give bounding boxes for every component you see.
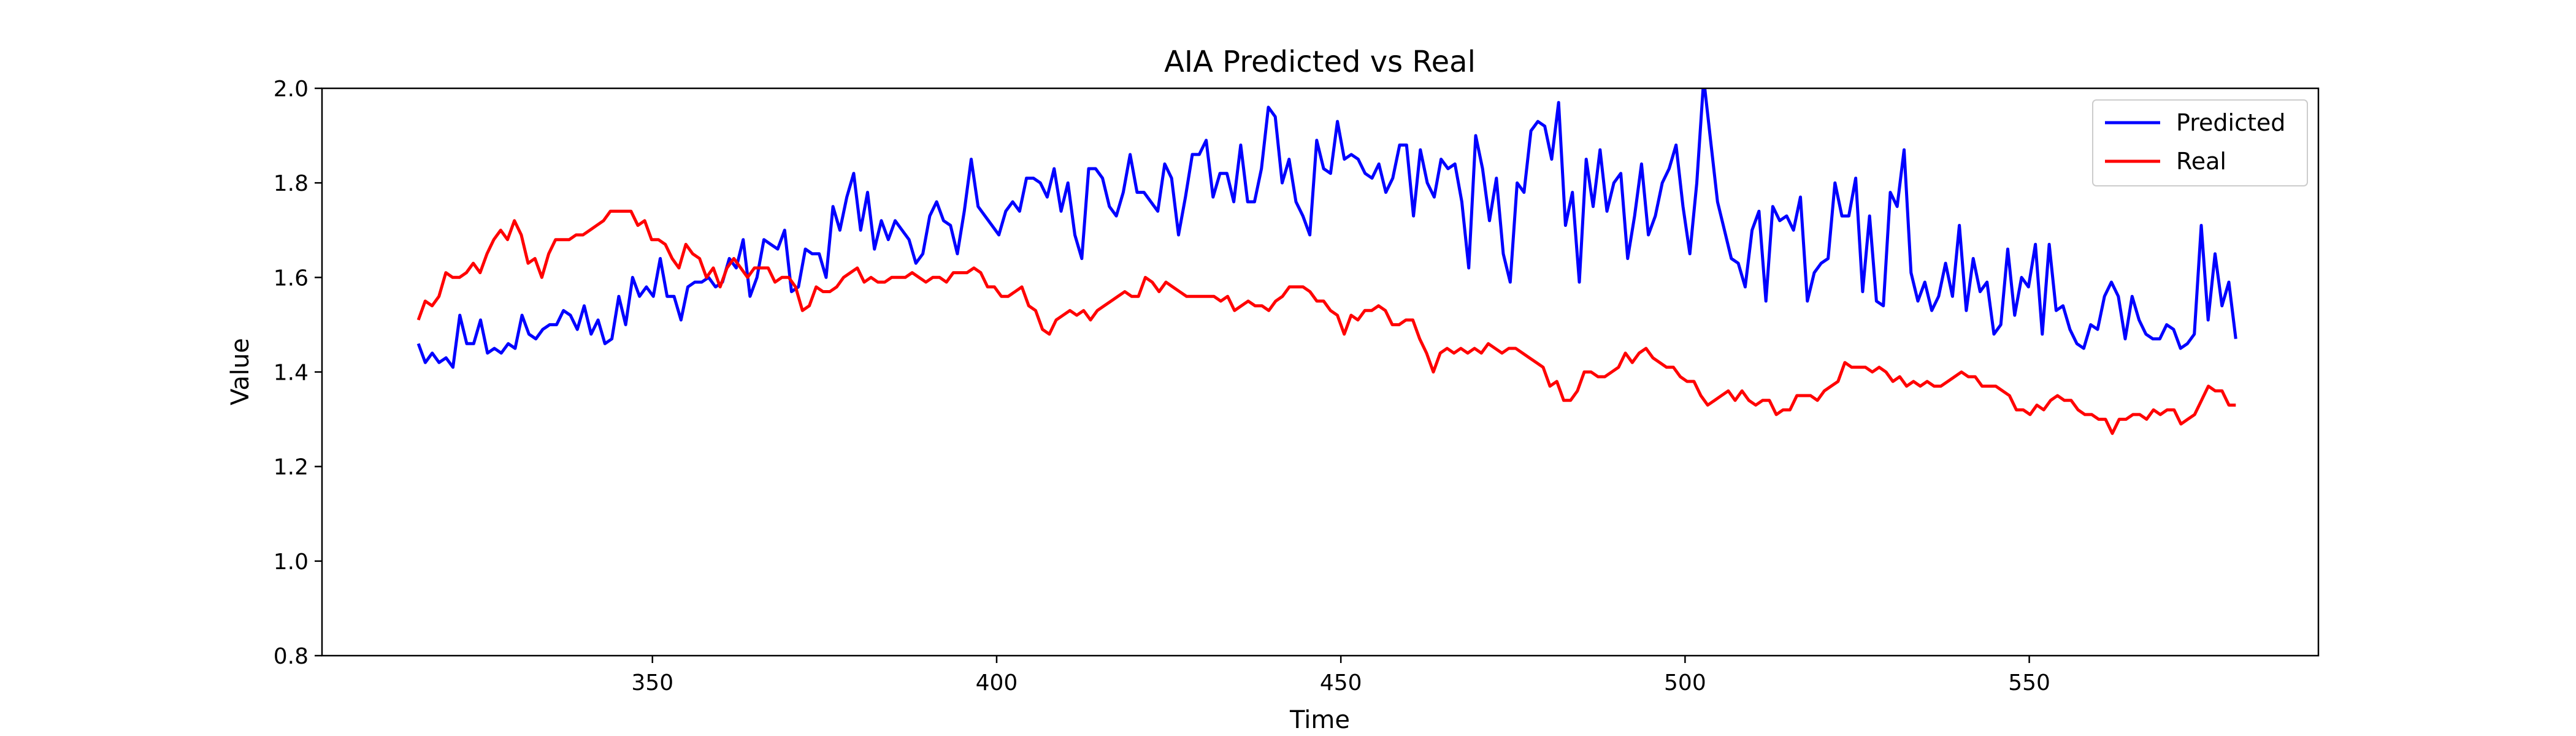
x-tick-label: 450 — [1320, 670, 1362, 696]
y-axis: 0.8 1.0 1.2 1.4 1.6 1.8 2.0 — [274, 77, 322, 669]
y-tick-label: 1.8 — [274, 171, 309, 196]
y-tick-label: 1.4 — [274, 361, 309, 386]
legend-label-predicted: Predicted — [2176, 109, 2285, 136]
y-tick-label: 0.8 — [274, 644, 309, 669]
y-axis-label: Value — [226, 338, 255, 405]
series-layer — [416, 88, 2237, 435]
y-tick-label: 2.0 — [274, 77, 309, 102]
legend-label-real: Real — [2176, 148, 2226, 175]
x-tick-label: 350 — [631, 670, 673, 696]
x-tick-label: 550 — [2008, 670, 2050, 696]
y-tick-label: 1.2 — [274, 455, 309, 480]
x-axis-label: Time — [1289, 706, 1350, 734]
legend: Predicted Real — [2092, 99, 2308, 186]
x-tick-label: 500 — [1664, 670, 1706, 696]
x-axis: 350 400 450 500 550 — [631, 656, 2050, 696]
y-tick-label: 1.0 — [274, 550, 309, 575]
x-tick-label: 400 — [976, 670, 1018, 696]
chart-title: AIA Predicted vs Real — [1164, 45, 1476, 79]
y-tick-label: 1.6 — [274, 266, 309, 291]
series-line-real — [416, 209, 2236, 435]
